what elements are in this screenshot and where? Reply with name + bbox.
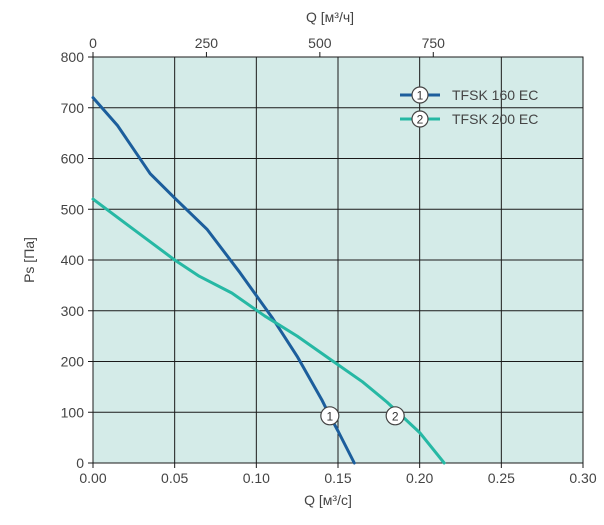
y-tick-label: 300 xyxy=(61,303,85,319)
x-tick-label: 0.10 xyxy=(243,470,270,486)
x2-tick-label: 750 xyxy=(422,35,446,51)
marker-circle xyxy=(320,406,340,426)
y-axis-title: Ps [Па] xyxy=(21,237,37,283)
y-tick-label: 200 xyxy=(61,354,85,370)
x-tick-label: 0.15 xyxy=(324,470,351,486)
legend-entry-1: 1 TFSK 160 EC xyxy=(400,86,538,104)
x2-tick-label: 500 xyxy=(308,35,332,51)
secondary-x-axis-title: Q [м³/ч] xyxy=(306,9,354,25)
x-tick-label: 0.25 xyxy=(488,470,515,486)
x2-tick-label: 0 xyxy=(89,35,97,51)
legend: 1 TFSK 160 EC 2 TFSK 200 EC xyxy=(400,86,538,128)
y-tick-label: 800 xyxy=(61,49,85,65)
y-tick-label: 500 xyxy=(61,201,85,217)
legend-marker-label: 1 xyxy=(417,89,424,103)
legend-marker-circle xyxy=(411,110,429,128)
curve-marker-1: 1 xyxy=(320,406,340,426)
marker-circle xyxy=(385,406,405,426)
marker-label: 2 xyxy=(392,409,399,423)
x-tick-label: 0.20 xyxy=(406,470,433,486)
legend-label: TFSK 160 EC xyxy=(452,87,538,103)
x-axis-title: Q [м³/с] xyxy=(304,492,352,508)
curve-marker-2: 2 xyxy=(385,406,405,426)
y-tick-label: 100 xyxy=(61,404,85,420)
y-tick-label: 600 xyxy=(61,151,85,167)
x-tick-label: 0.05 xyxy=(161,470,188,486)
legend-label: TFSK 200 EC xyxy=(452,111,538,127)
legend-marker-circle xyxy=(411,86,429,104)
axes: 0.00 0.05 0.10 0.15 0.20 0.25 0.30 0 250 500 750 0 1… xyxy=(61,35,597,486)
legend-entry-2: 2 TFSK 200 EC xyxy=(400,110,538,128)
x-tick-label: 0.30 xyxy=(569,470,596,486)
marker-label: 1 xyxy=(326,409,333,423)
legend-marker-label: 2 xyxy=(417,113,424,127)
y-tick-label: 700 xyxy=(61,100,85,116)
x-tick-label: 0.00 xyxy=(79,470,106,486)
y-tick-label: 0 xyxy=(76,455,84,471)
x2-tick-label: 250 xyxy=(195,35,219,51)
y-tick-label: 400 xyxy=(61,252,85,268)
